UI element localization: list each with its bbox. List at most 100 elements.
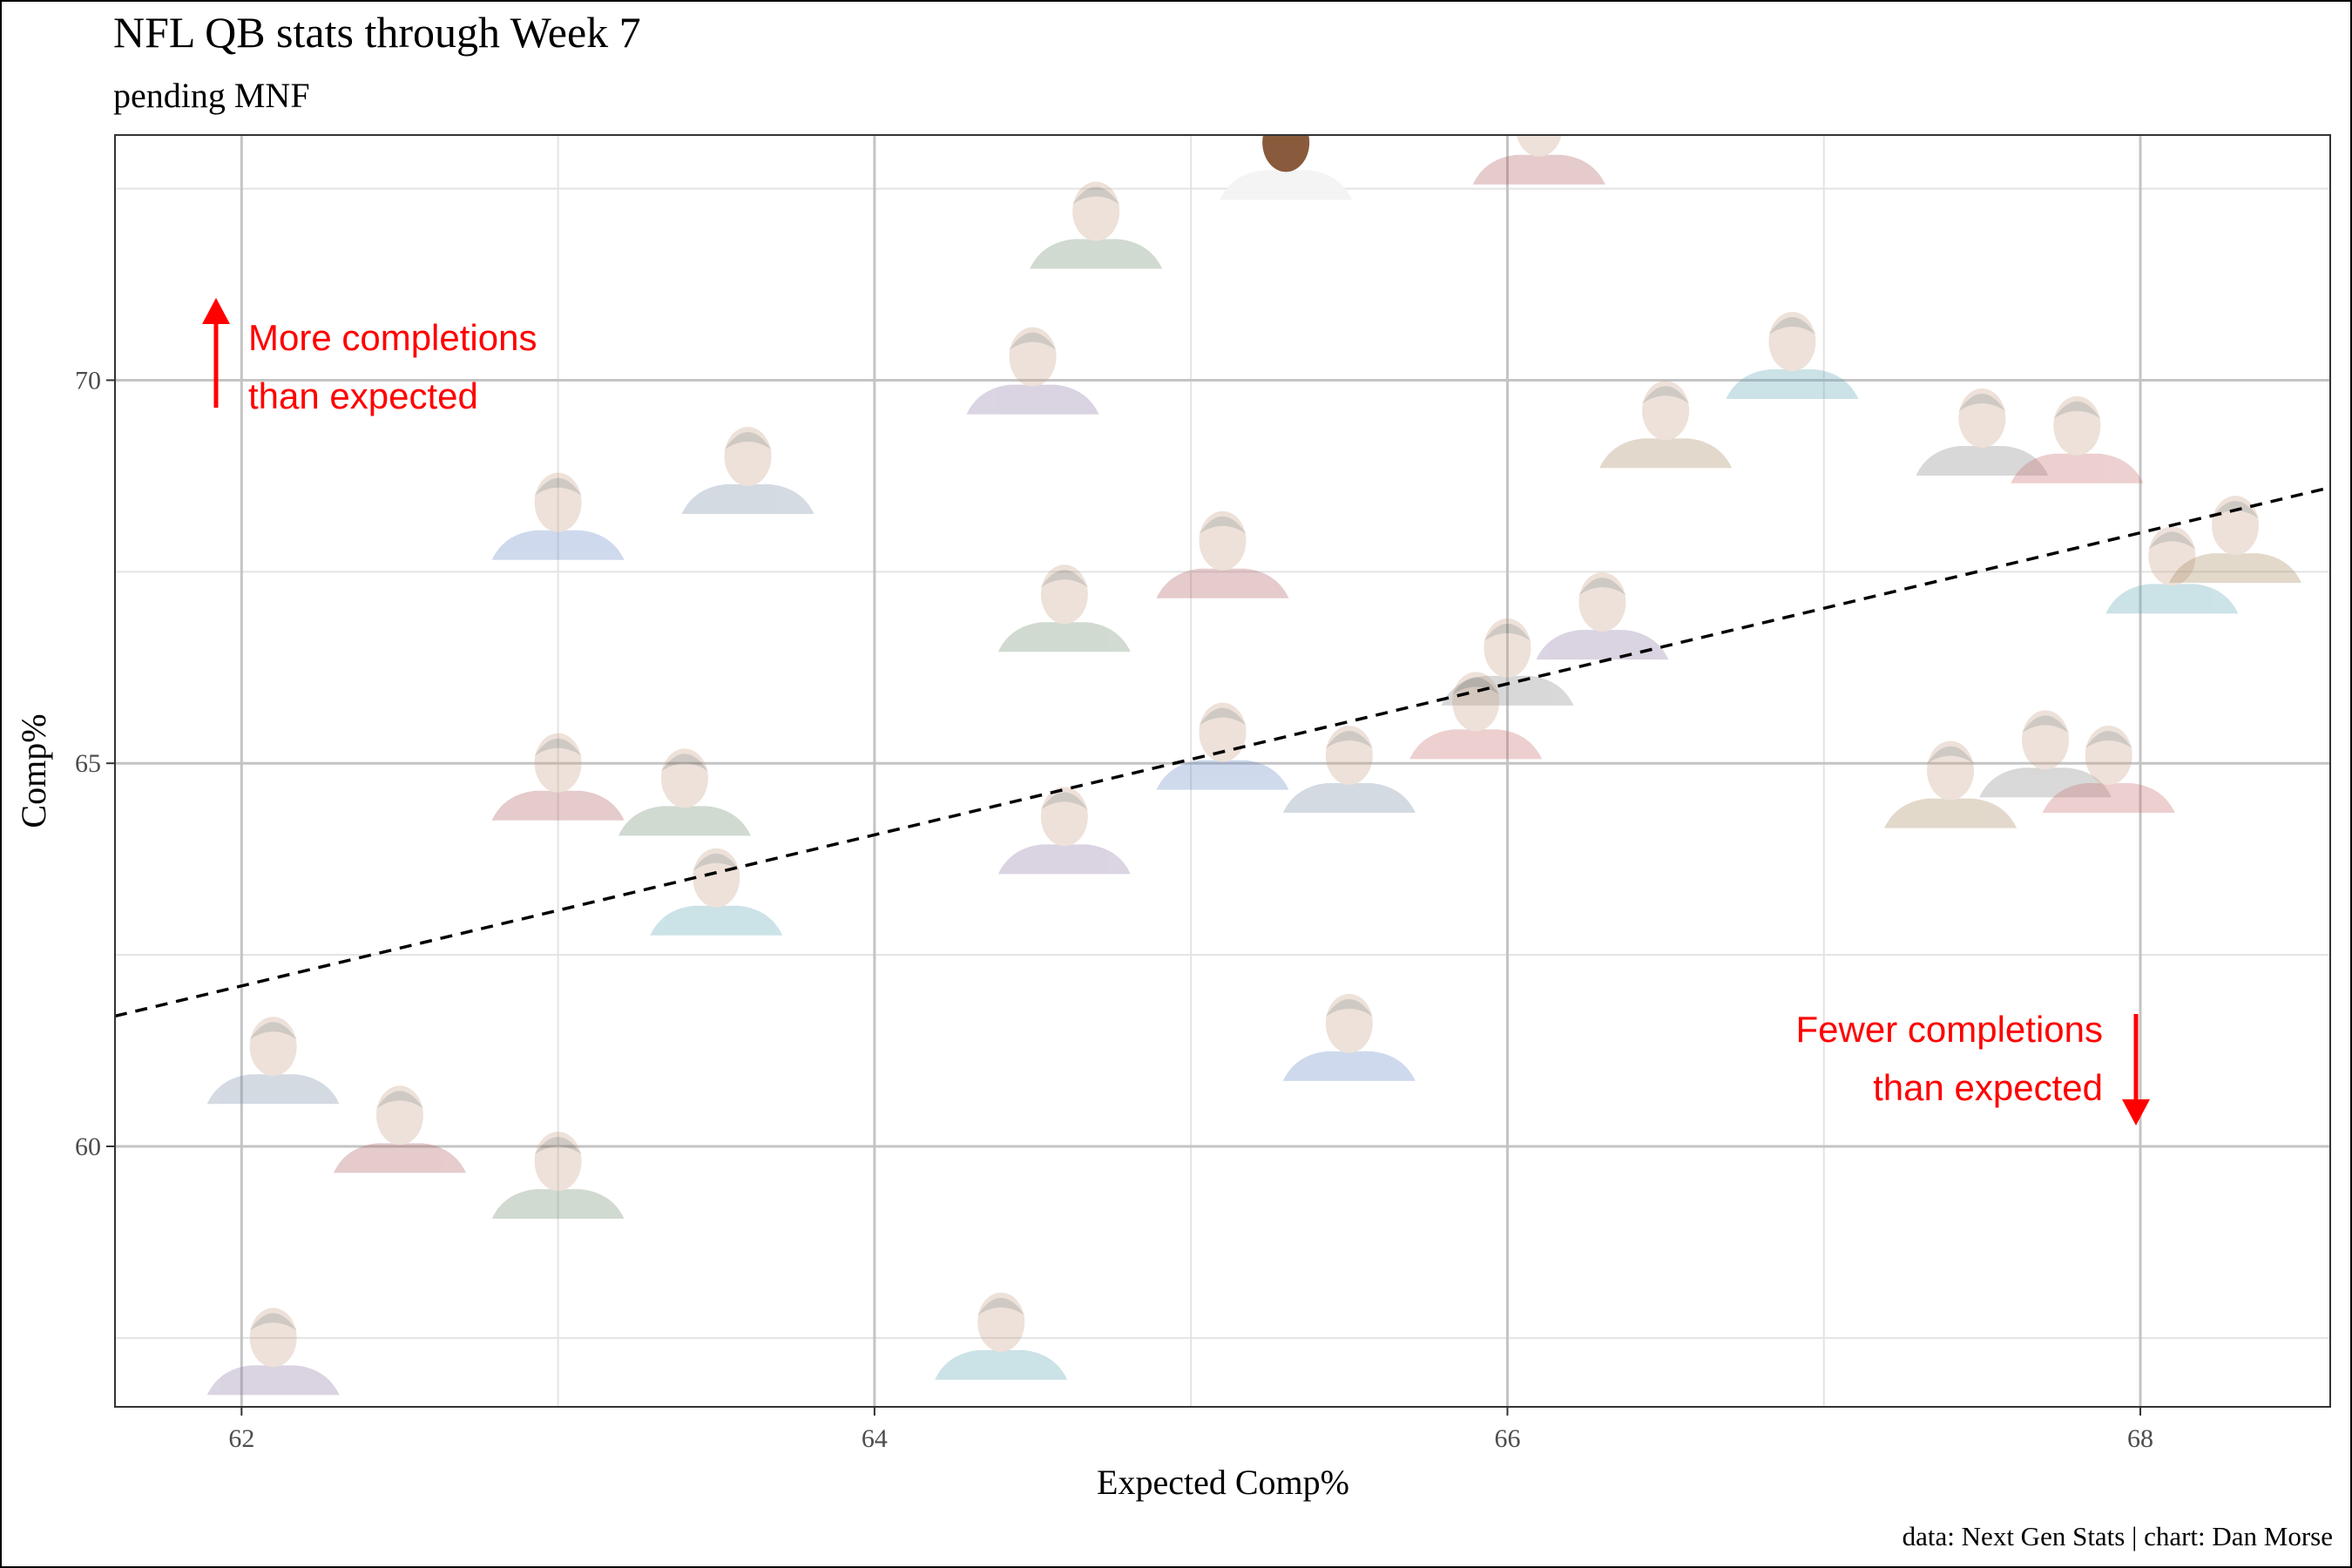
hair-shape [375, 1091, 423, 1109]
major-gridlines [115, 135, 2330, 1407]
hair-shape [1040, 792, 1088, 810]
jersey-shape [206, 1365, 340, 1396]
player-headshot-marker [1884, 740, 2017, 828]
hair-shape [1040, 570, 1088, 588]
jersey-shape [2169, 553, 2302, 584]
minor-gridlines [115, 135, 2330, 1407]
x-tick-label: 66 [1494, 1424, 1520, 1453]
player-headshot-marker [1536, 572, 1669, 660]
player-headshot-marker [681, 426, 814, 514]
player-headshot-marker [997, 787, 1131, 875]
head-shape [1452, 672, 1500, 732]
jersey-shape [1599, 438, 1733, 469]
jersey-shape [1979, 767, 2112, 798]
chart-subtitle: pending MNF [113, 76, 310, 115]
chart-title: NFL QB stats through Week 7 [113, 8, 641, 57]
jersey-shape [681, 483, 814, 514]
jersey-shape [1472, 154, 1605, 185]
hair-shape [2148, 531, 2196, 550]
x-tick-label: 62 [228, 1424, 254, 1453]
y-tick-label: 70 [75, 366, 101, 395]
chart-caption: data: Next Gen Stats | chart: Dan Morse [1902, 1521, 2333, 1551]
head-shape [2148, 526, 2196, 586]
hair-shape [1199, 516, 1247, 534]
player-headshot-marker [2042, 726, 2175, 813]
head-shape [1325, 993, 1373, 1053]
jersey-shape [997, 622, 1131, 652]
head-shape [1262, 135, 1310, 172]
hair-shape [249, 1313, 297, 1331]
head-shape [1484, 618, 1531, 678]
jersey-shape [1156, 568, 1289, 598]
head-shape [534, 733, 582, 793]
hair-shape [1578, 578, 1626, 596]
player-headshot-marker [1472, 135, 1605, 185]
head-shape [2085, 726, 2132, 785]
y-axis-title: Comp% [14, 713, 53, 828]
hair-shape [1768, 317, 1816, 335]
annotation-fewer: Fewer completions than expected [1796, 1009, 2150, 1125]
jersey-shape [650, 905, 783, 936]
player-headshot-marker [1220, 135, 1353, 200]
player-headshot-marker [206, 1017, 340, 1105]
player-headshot-marker [1726, 312, 1859, 400]
head-shape [1040, 564, 1088, 625]
annotation-more: More completions than expected [202, 298, 537, 416]
head-shape [2053, 395, 2101, 456]
player-headshot-marker [491, 472, 625, 560]
jersey-shape [206, 1074, 340, 1105]
hair-shape [1072, 186, 1120, 205]
head-shape [1578, 572, 1626, 632]
player-headshot-marker [1409, 672, 1543, 760]
player-headshot-marker [2105, 526, 2239, 614]
player-headshot-marker [206, 1308, 340, 1396]
hair-shape [977, 1297, 1025, 1315]
hair-shape [1262, 135, 1310, 136]
y-tick-label: 65 [75, 749, 101, 778]
head-shape [534, 472, 582, 532]
player-headshot-marker [491, 733, 625, 821]
jersey-shape [1282, 1051, 1416, 1081]
head-shape [2022, 710, 2070, 770]
jersey-shape [1409, 729, 1543, 760]
head-shape [1040, 787, 1088, 847]
head-shape [1642, 381, 1690, 441]
player-headshot-marker [618, 748, 751, 836]
jersey-shape [1726, 369, 1859, 400]
head-shape [693, 848, 740, 908]
hair-shape [1927, 746, 1975, 764]
jersey-shape [997, 844, 1131, 875]
x-tick-label: 64 [862, 1424, 888, 1453]
hair-shape [1325, 731, 1373, 748]
player-headshot-marker [935, 1292, 1068, 1380]
head-shape [1199, 510, 1247, 571]
player-headshot-marker [333, 1085, 466, 1173]
down-arrowhead-icon [2122, 1099, 2150, 1125]
player-headshot-marker [1156, 510, 1289, 598]
head-shape [724, 426, 772, 486]
jersey-shape [491, 1189, 625, 1220]
hair-shape [1325, 998, 1373, 1017]
hair-shape [1009, 332, 1057, 350]
jersey-shape [1220, 170, 1353, 200]
jersey-shape [618, 806, 751, 836]
plot-border [114, 134, 2331, 1408]
hair-shape [534, 1137, 582, 1155]
head-shape [1325, 726, 1373, 785]
jersey-shape [333, 1143, 466, 1173]
hair-shape [2022, 715, 2070, 733]
hair-shape [1484, 623, 1531, 641]
jersey-shape [1030, 239, 1163, 269]
hair-shape [1642, 386, 1690, 404]
head-shape [1072, 181, 1120, 241]
head-shape [249, 1017, 297, 1077]
player-headshot-marker [1282, 726, 1416, 813]
hair-shape [660, 754, 708, 772]
jersey-shape [1156, 760, 1289, 790]
player-headshot-marker [491, 1132, 625, 1220]
player-headshot-marker [2169, 496, 2302, 584]
x-axis-title: Expected Comp% [1097, 1463, 1349, 1502]
hair-shape [1199, 707, 1247, 726]
